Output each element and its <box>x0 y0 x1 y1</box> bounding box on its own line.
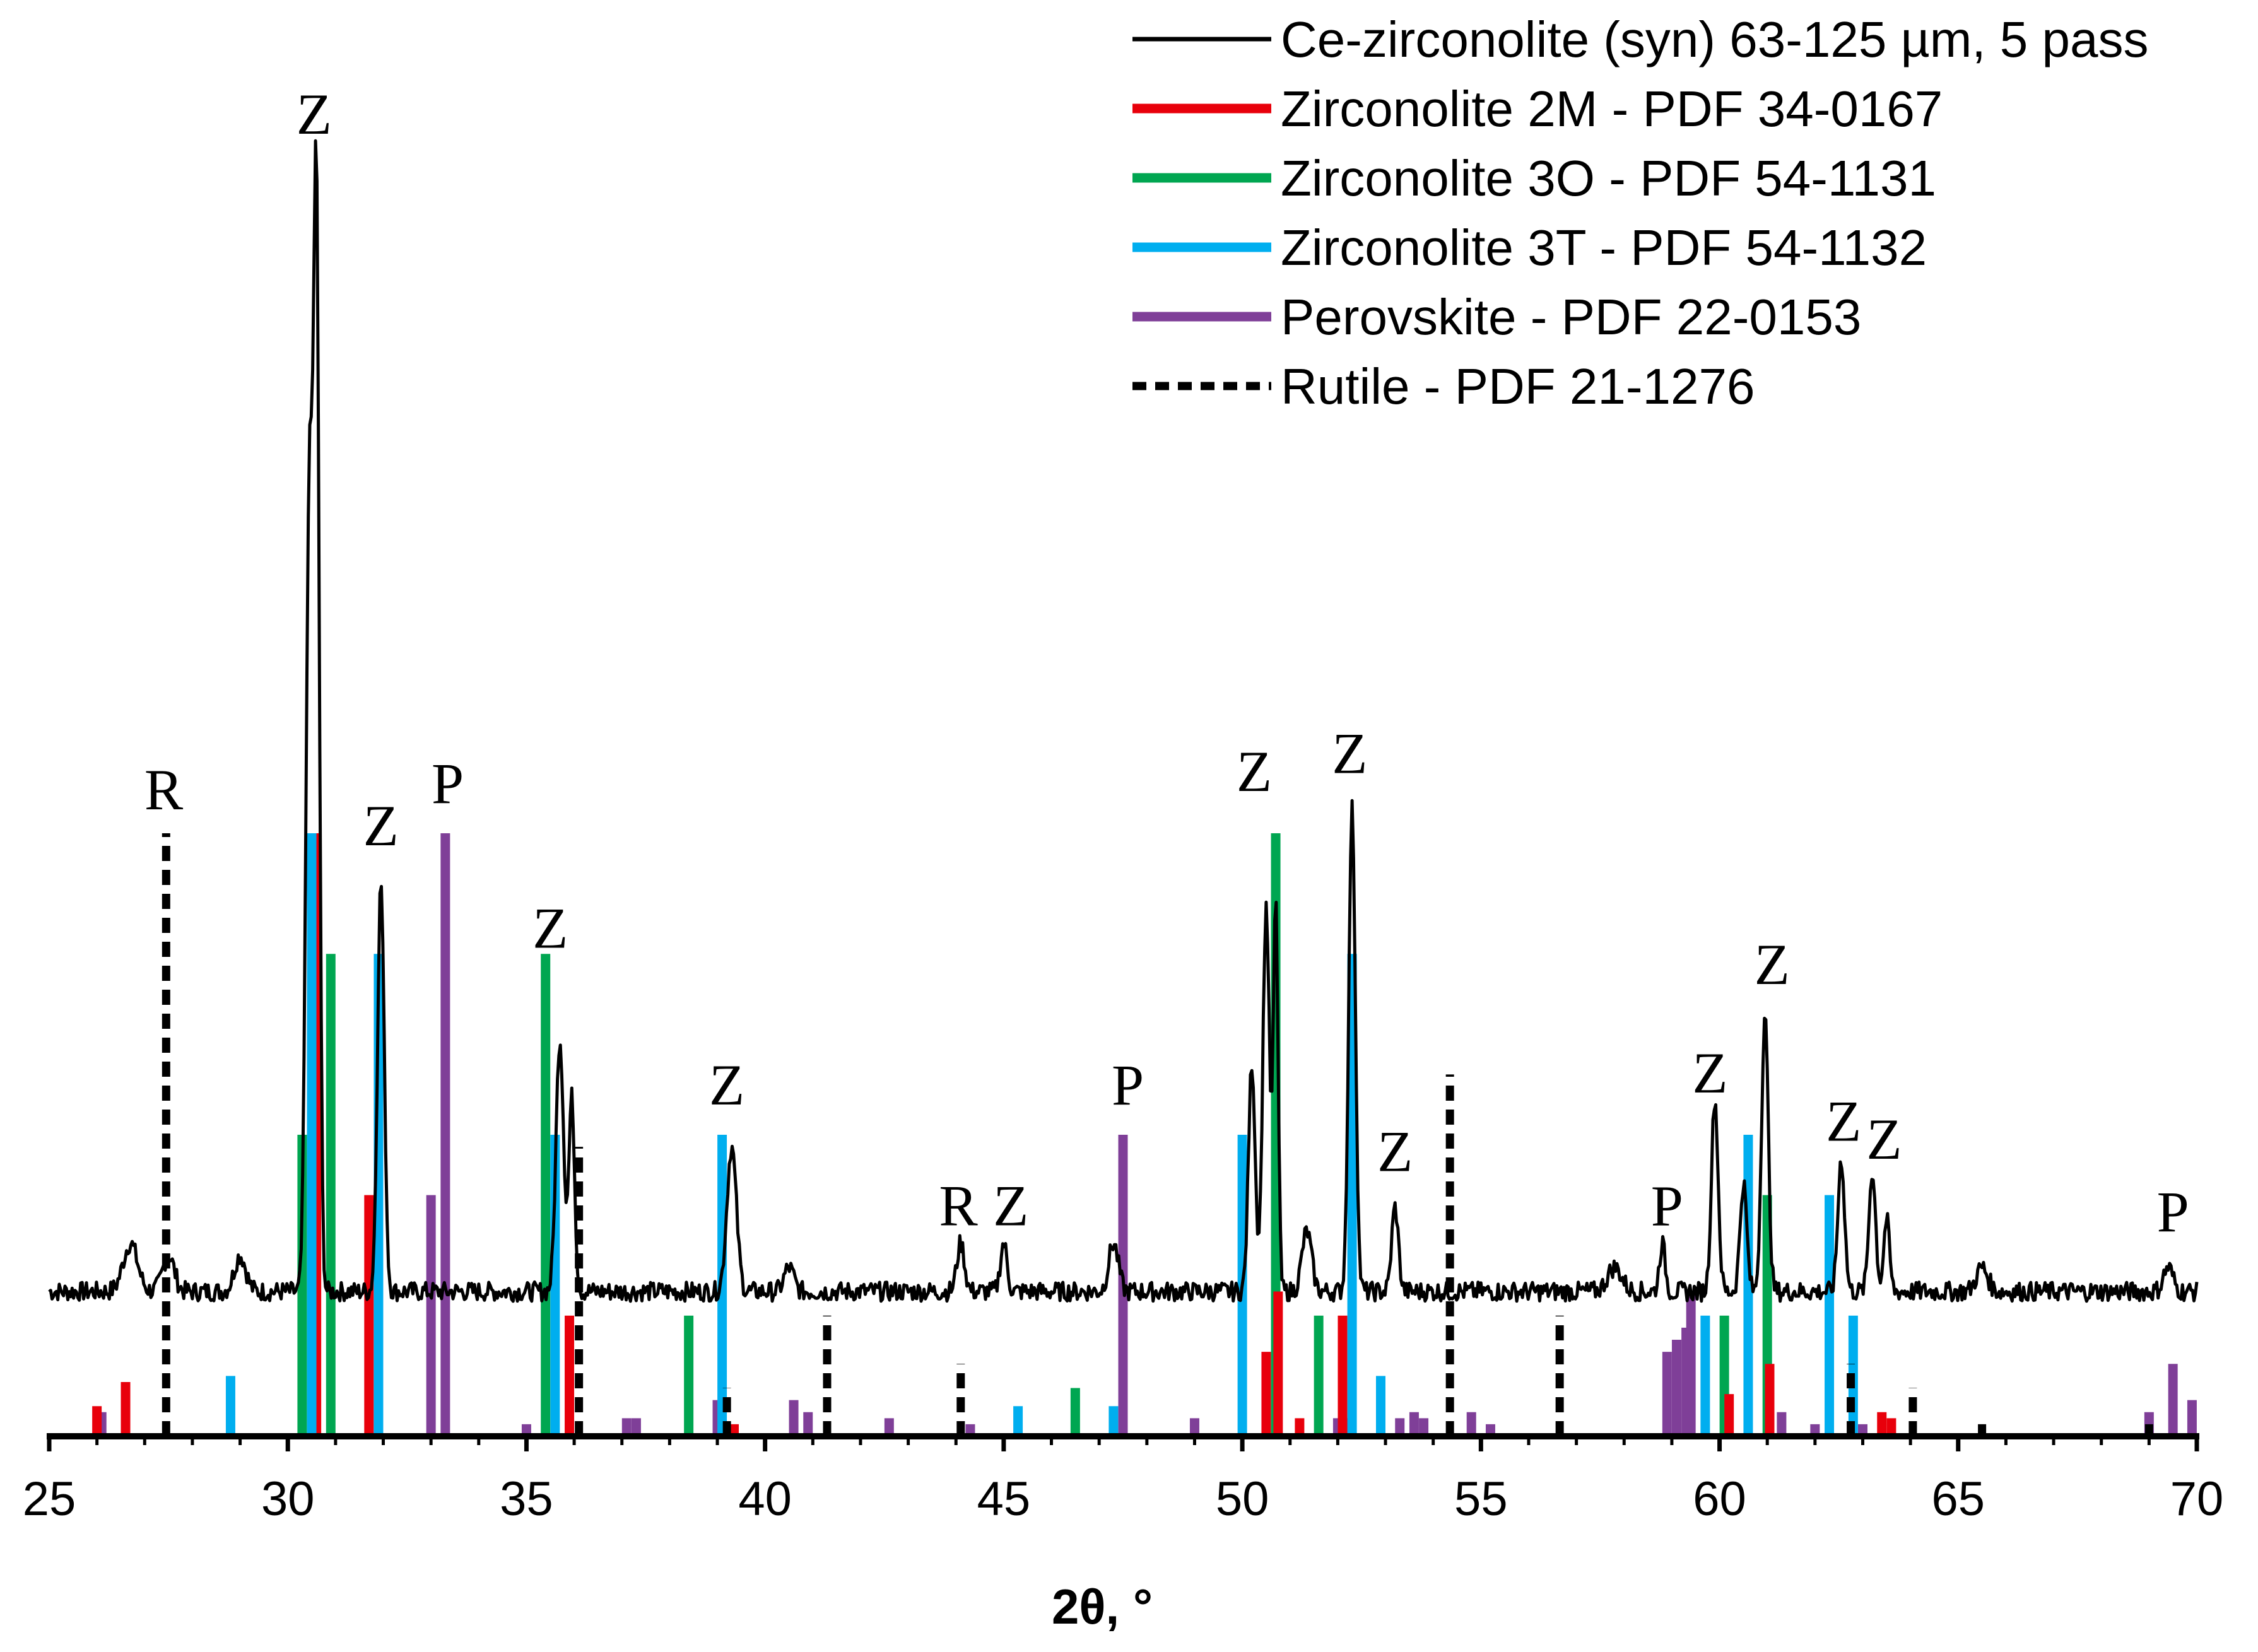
x-tick-label-70: 70 <box>2170 1472 2224 1526</box>
peak-label-1: R <box>144 758 184 822</box>
peak-label-6: R <box>939 1173 978 1238</box>
legend: Ce-zirconolite (syn) 63-125 µm, 5 pass Zi… <box>1132 11 2149 414</box>
x-tick-label-60: 60 <box>1693 1472 1746 1526</box>
x-tick-label-40: 40 <box>738 1472 792 1526</box>
peak-label-13: Z <box>1692 1041 1727 1105</box>
x-tick-label-50: 50 <box>1216 1472 1269 1526</box>
x-tick-label-35: 35 <box>500 1472 553 1526</box>
peak-label-17: P <box>2157 1180 2189 1244</box>
peak-label-9: Z <box>1237 739 1272 804</box>
legend-label-1: Zirconolite 2M - PDF 34-0167 <box>1281 81 1943 137</box>
peak-label-10: Z <box>1332 721 1367 785</box>
x-tick-label-55: 55 <box>1454 1472 1508 1526</box>
legend-label-3: Zirconolite 3T - PDF 54-1132 <box>1281 220 1927 276</box>
peak-label-11: Z <box>1377 1119 1413 1183</box>
x-tick-label-45: 45 <box>977 1472 1031 1526</box>
peak-label-0: Z <box>297 82 332 146</box>
legend-label-0: Ce-zirconolite (syn) 63-125 µm, 5 pass <box>1281 11 2149 67</box>
peak-label-12: P <box>1651 1173 1683 1238</box>
peak-label-15: Z <box>1826 1089 1861 1154</box>
x-tick-label-25: 25 <box>23 1472 76 1526</box>
peak-label-2: Z <box>363 794 399 858</box>
legend-label-2: Zirconolite 3O - PDF 54-1131 <box>1281 150 1936 206</box>
peak-label-7: Z <box>993 1173 1028 1238</box>
peak-label-4: Z <box>532 896 568 961</box>
reference-sticks-layer <box>92 833 2197 1436</box>
peak-label-8: P <box>1112 1053 1144 1117</box>
x-axis-title: 2θ, ° <box>1052 1579 1153 1634</box>
legend-label-5: Rutile - PDF 21-1276 <box>1281 358 1755 414</box>
x-tick-label-30: 30 <box>261 1472 315 1526</box>
pattern-line-layer <box>48 139 2199 1303</box>
legend-label-4: Perovskite - PDF 22-0153 <box>1281 289 1861 345</box>
x-tick-label-65: 65 <box>1932 1472 1985 1526</box>
pattern-line <box>48 139 2199 1303</box>
peak-label-3: P <box>432 751 464 816</box>
peak-label-14: Z <box>1755 932 1790 997</box>
peak-label-16: Z <box>1866 1107 1902 1171</box>
peak-label-5: Z <box>709 1053 744 1117</box>
x-axis-ticks: 25 30 35 40 45 50 55 60 65 70 <box>23 1436 2224 1526</box>
